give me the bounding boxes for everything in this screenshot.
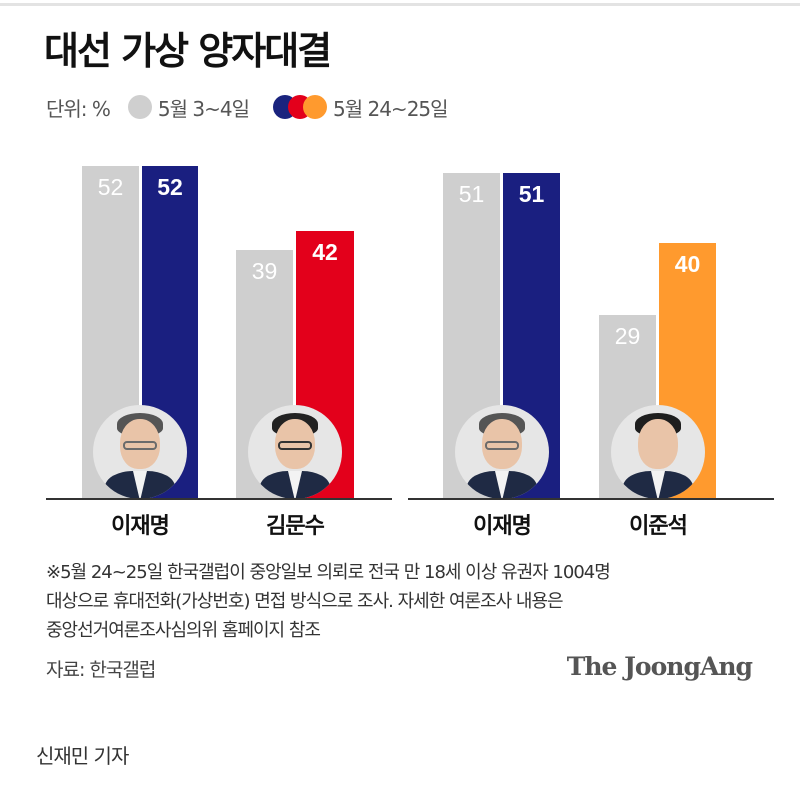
candidate-label: 김문수 [266,514,325,539]
bar-value: 40 [674,251,701,277]
brand-logo: The JoongAng [566,652,753,681]
bar-value: 51 [518,181,545,207]
byline: 신재민 기자 [36,744,129,768]
top-divider [0,3,800,6]
chart-title: 대선 가상 양자대결 [44,29,332,73]
bar-chart-area: 52 52 39 42 51 51 29 40 [46,166,774,500]
source-label: 자료: 한국갤럽 [46,659,156,681]
bar-value: 52 [97,174,124,200]
gray-dot-icon [127,95,152,119]
candidate-label: 이재명 [473,514,532,539]
avatar-kimmoonsoo [248,405,342,499]
bar-value: 39 [251,258,278,284]
bar-value: 29 [614,323,641,349]
tricolor-dots-icon [273,95,327,119]
legend-label-new: 5월 24~25일 [333,96,449,121]
avatar-leejaemyung [93,405,187,499]
avatar-leejaemyung-2 [455,405,549,499]
legend-item-old: 5월 3~4일 [127,93,250,122]
bar-value: 42 [312,239,338,265]
unit-label: 단위: % [46,96,111,121]
legend: 단위: % 5월 3~4일 5월 24~25일 [46,92,472,122]
footnote: ※5월 24~25일 한국갤럽이 중앙일보 의뢰로 전국 만 18세 이상 유권… [46,558,776,645]
footnote-line: ※5월 24~25일 한국갤럽이 중앙일보 의뢰로 전국 만 18세 이상 유권… [46,562,611,583]
orange-dot-icon [303,95,327,119]
footnote-line: 대상으로 휴대전화(가상번호) 면접 방식으로 조사. 자세한 여론조사 내용은 [46,591,564,612]
bar-value: 52 [157,174,183,200]
bar-value: 51 [458,181,485,207]
candidate-label: 이준석 [629,514,688,539]
candidate-label: 이재명 [111,514,170,539]
footnote-line: 중앙선거여론조사심의위 홈페이지 참조 [46,620,321,641]
legend-item-new: 5월 24~25일 [273,93,449,122]
legend-label-old: 5월 3~4일 [157,96,250,121]
avatar-leejunseok [611,405,705,499]
